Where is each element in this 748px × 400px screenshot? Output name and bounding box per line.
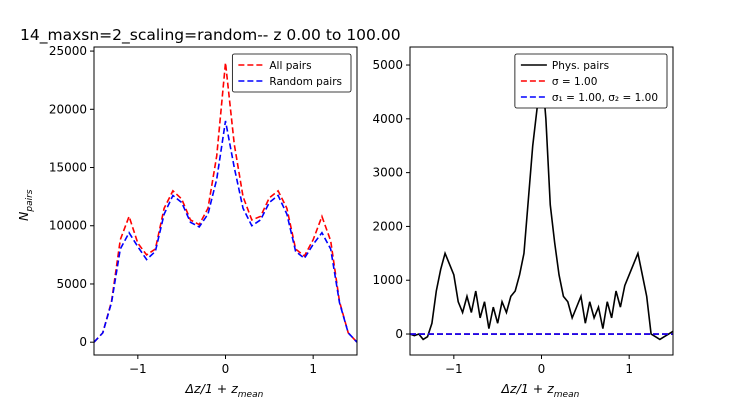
legend: All pairs Random pairs [231,53,352,93]
x-axis-label-main: Δz/1 + z [501,381,555,396]
legend-box [231,53,352,93]
data-line [94,62,357,343]
x-tick-label: −1 [129,362,147,376]
legend-label: Phys. pairs [552,60,609,72]
x-axis-label-sub: mean [238,390,264,400]
x-axis-label-sub: mean [554,390,580,400]
legend-label: Random pairs [269,76,342,88]
legend: Phys. pairs σ = 1.00 σ₁ = 1.00, σ₂ = 1.00 [514,53,668,109]
data-line [94,120,357,343]
legend-label: All pairs [269,60,311,72]
y-axis-label-main: N [16,211,31,221]
y-tick-label: 25000 [49,44,87,58]
x-axis-label-main: Δz/1 + z [185,381,239,396]
y-tick-label: 20000 [49,102,87,116]
y-tick-label: 0 [395,327,403,341]
x-tick-label: 0 [538,362,546,376]
chart-title: 14_maxsn=2_scaling=random-- z 0.00 to 10… [20,26,401,45]
y-tick-label: 4000 [372,112,403,126]
y-tick-label: 2000 [372,219,403,233]
x-tick-label: −1 [445,362,463,376]
y-tick-label: 15000 [49,161,87,175]
x-tick-label: 1 [625,362,633,376]
axes-frame [93,46,358,356]
y-tick-label: 1000 [372,273,403,287]
x-tick-label: 0 [222,362,230,376]
y-tick-label: 5000 [372,58,403,72]
legend-label: σ₁ = 1.00, σ₂ = 1.00 [552,92,658,104]
x-axis-label: Δz/1 + zmean [185,381,264,400]
x-tick-label: 1 [309,362,317,376]
x-axis-label: Δz/1 + zmean [501,381,580,400]
y-tick-label: 0 [79,335,87,349]
y-tick-label: 3000 [372,166,403,180]
y-tick-label: 10000 [49,219,87,233]
y-tick-label: 5000 [56,277,87,291]
legend-label: σ = 1.00 [552,76,598,88]
legend-box [514,53,668,109]
y-axis-label: Npairs [16,189,35,221]
y-axis-label-sub: pairs [25,189,35,212]
axes-frame [409,46,674,356]
